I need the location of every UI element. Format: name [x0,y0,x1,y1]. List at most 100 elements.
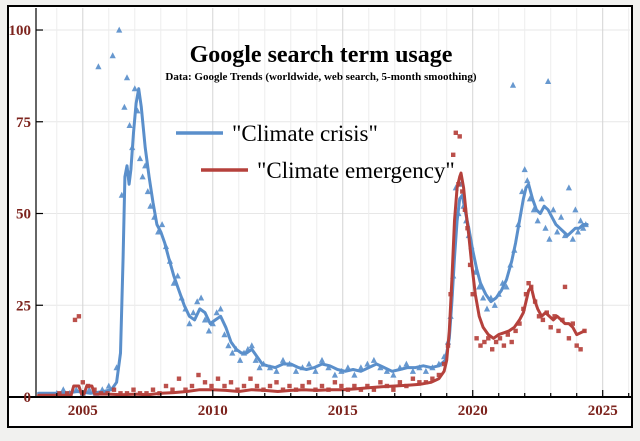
scatter-point-0 [174,272,181,279]
scatter-point-1 [457,134,462,139]
scatter-point-1 [397,380,403,385]
scatter-point-0 [554,228,561,235]
scatter-point-1 [371,387,377,392]
scatter-point-0 [252,356,259,363]
scatter-point-0 [237,356,244,363]
scatter-point-1 [430,376,435,381]
x-tick-label: 2005 [68,403,98,419]
scatter-point-1 [490,347,495,352]
scatter-point-0 [217,305,224,312]
scatter-point-1 [404,383,409,389]
scatter-point-1 [170,387,175,392]
scatter-point-1 [540,317,546,323]
scatter-point-1 [523,292,529,297]
scatter-point-1 [578,347,583,352]
scatter-point-1 [505,332,510,337]
scatter-point-0 [524,177,531,184]
scatter-point-1 [150,387,156,392]
scatter-point-0 [480,294,487,301]
scatter-point-0 [198,294,205,301]
scatter-point-0 [511,246,518,253]
scatter-point-1 [410,376,416,381]
scatter-point-0 [121,103,128,110]
scatter-point-1 [358,387,364,392]
scatter-point-0 [344,364,351,371]
scatter-point-0 [116,26,123,33]
scatter-point-0 [580,224,587,231]
scatter-point-0 [390,371,397,378]
scatter-point-1 [157,391,162,396]
scatter-point-1 [215,376,221,381]
scatter-point-0 [521,166,528,173]
scatter-point-0 [105,382,112,389]
scatter-point-1 [517,321,522,326]
scatter-point-1 [287,383,292,389]
scatter-point-0 [221,331,228,338]
scatter-point-0 [155,228,162,235]
figure-frame [7,5,633,428]
scatter-point-0 [151,213,158,220]
scatter-point-1 [544,310,549,315]
series-line-0 [37,87,589,395]
scatter-point-1 [562,284,568,290]
scatter-point-0 [435,360,442,367]
scatter-point-1 [163,383,169,389]
scatter-point-1 [526,281,531,286]
scatter-point-1 [574,343,579,348]
scatter-point-1 [436,372,442,378]
scatter-point-0 [550,206,557,213]
scatter-point-1 [560,317,565,323]
scatter-point-1 [384,383,390,389]
scatter-point-0 [383,367,390,374]
scatter-point-0 [351,371,358,378]
scatter-point-0 [209,320,216,327]
scatter-point-1 [513,328,518,334]
scatter-point-0 [409,367,416,374]
scatter-point-1 [57,391,62,396]
scatter-point-1 [222,383,227,389]
scatter-point-0 [144,188,151,195]
scatter-point-1 [365,383,370,389]
scatter-point-0 [545,78,552,84]
scatter-point-1 [118,391,123,396]
scatter-point-0 [507,261,514,268]
scatter-point-0 [248,342,255,349]
chart-title: Google search term usage [190,42,453,68]
axes-layer [9,8,631,398]
x-tick-label: 2010 [198,403,228,419]
scatter-point-1 [445,343,451,348]
scatter-point-0 [95,63,102,70]
grid-layer [36,8,630,397]
scatter-point-0 [213,309,220,316]
scatter-point-0 [142,162,149,169]
scatter-point-1 [306,380,312,385]
scatter-point-0 [147,202,154,209]
scatter-point-1 [482,339,487,345]
scatter-point-0 [509,81,517,88]
scatter-point-0 [123,74,131,81]
scatter-point-1 [313,387,318,392]
scatter-point-1 [228,380,234,385]
scatter-point-0 [538,195,545,202]
tick-label-layer: 0 25 50 75 100 2005 2010 2015 2020 2025 [9,23,618,419]
scatter-point-1 [248,376,253,381]
scatter-point-0 [582,221,589,228]
scatter-point-1 [465,226,470,231]
scatter-point-1 [202,380,208,385]
scatter-point-0 [139,173,146,180]
scatter-point-0 [429,364,436,371]
scatter-point-1 [176,376,182,381]
scatter-point-0 [530,206,537,213]
scatter-point-1 [319,383,325,389]
scatter-point-1 [274,380,279,385]
scatter-point-0 [403,360,410,367]
scatter-point-0 [159,221,166,228]
scatter-point-1 [453,130,458,135]
scatter-point-1 [261,387,266,392]
scatter-point-0 [338,367,345,374]
scatter-point-1 [105,391,110,396]
scatter-point-0 [131,85,138,92]
scatter-point-0 [60,386,67,393]
scatter-point-1 [80,380,85,385]
